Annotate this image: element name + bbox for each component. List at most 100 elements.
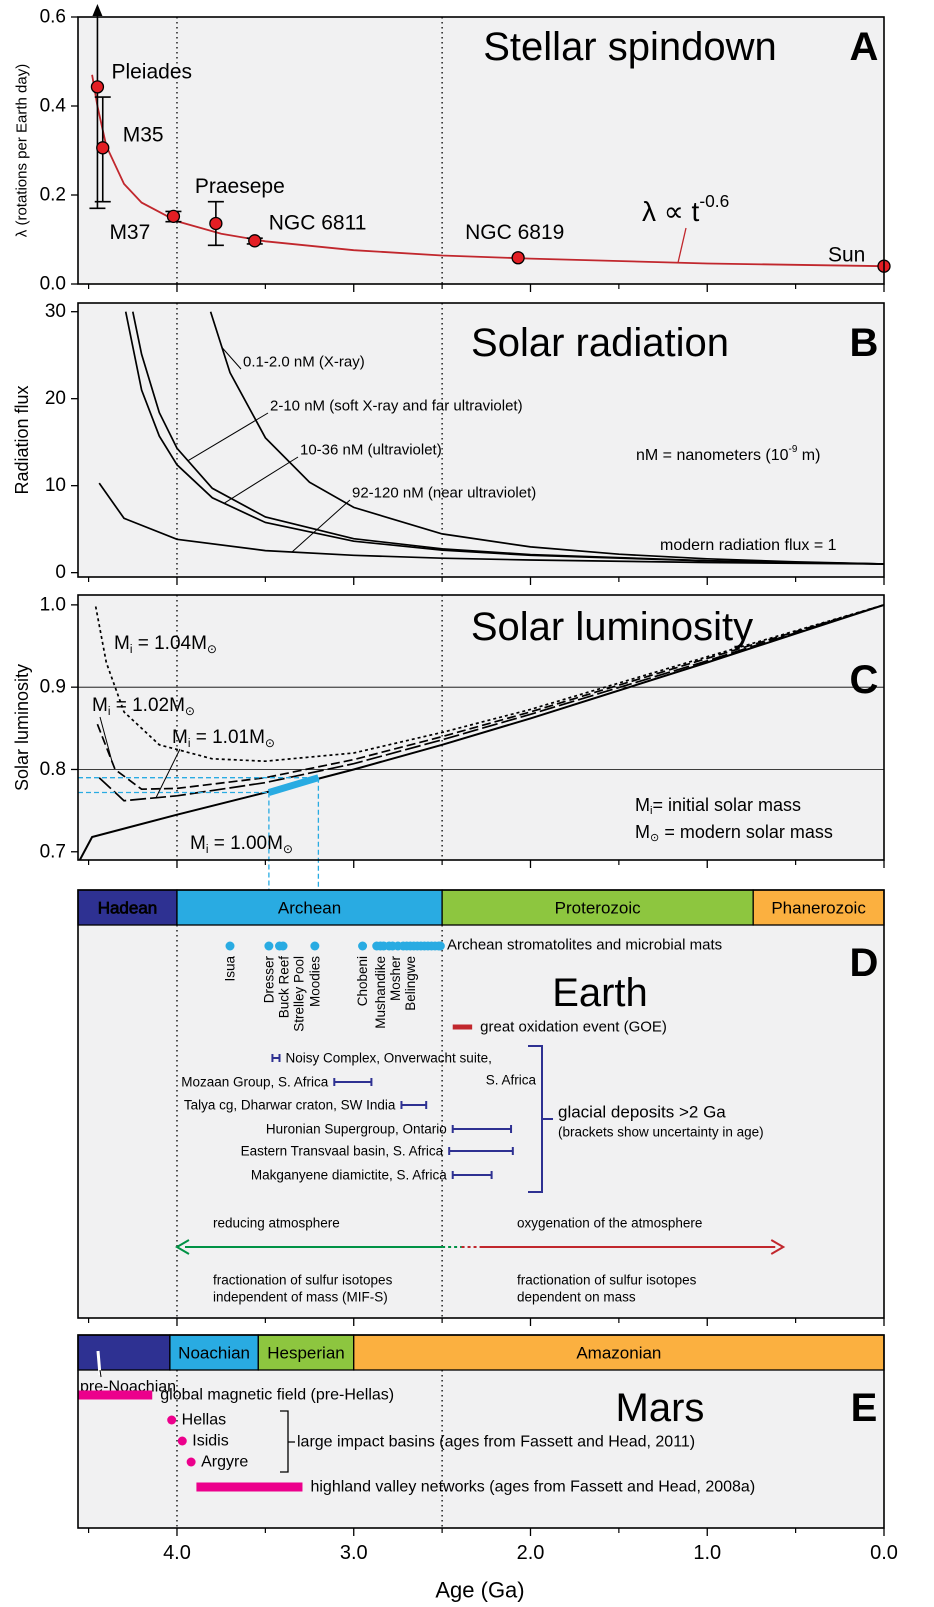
y-axis-label: Radiation flux — [12, 385, 32, 494]
label-part: = modern solar mass — [659, 822, 833, 842]
stromatolite-dot — [264, 941, 274, 951]
panel-title: Mars — [616, 1386, 705, 1430]
y-tick-label: 20 — [45, 388, 66, 409]
label-part: M — [190, 833, 206, 854]
stromatolite-dot — [310, 941, 320, 951]
event-label: highland valley networks (ages from Fass… — [310, 1479, 755, 1496]
y-axis-label: Solar luminosity — [12, 664, 32, 791]
label-part: modern radiation flux = 1 — [660, 537, 837, 554]
label-part: M — [635, 822, 650, 842]
deposit-label: Noisy Complex, Onverwacht suite, — [286, 1051, 492, 1066]
label-leader — [221, 347, 242, 370]
label-part: ⊙ — [265, 737, 275, 750]
label-part: λ ∝ t — [642, 196, 700, 227]
data-point — [166, 209, 181, 224]
label-part: i — [130, 643, 133, 656]
label-leader — [291, 499, 351, 553]
panel-frame — [77, 302, 885, 578]
label-part: M — [114, 633, 130, 654]
site-label: Belingwe — [403, 956, 418, 1011]
label-part: ⊙ — [650, 832, 659, 844]
panel-letter: A — [850, 25, 879, 69]
x-axis-label: Age (Ga) — [435, 1578, 524, 1603]
label-part: = 1.02M — [110, 695, 184, 716]
panel-background — [78, 17, 884, 284]
series-label: 10-36 nM (ultraviolet) — [300, 442, 442, 459]
event-label: great oxidation event (GOE) — [480, 1019, 667, 1036]
basins-label: large impact basins (ages from Fassett a… — [297, 1434, 695, 1451]
stromatolite-dot — [358, 941, 368, 951]
deposit-label: Huronian Supergroup, Ontario — [266, 1122, 447, 1137]
label-part: nM = nanometers (10 — [636, 447, 789, 464]
data-point — [209, 216, 223, 231]
deposit-label: S. Africa — [486, 1073, 537, 1088]
eon-label: Hesperian — [267, 1344, 345, 1363]
site-label: Isua — [223, 956, 238, 982]
stromatolite-dot — [375, 941, 385, 951]
label-part: M — [172, 727, 188, 748]
label-part: M — [635, 795, 650, 815]
bracket — [280, 1410, 295, 1473]
eon-bar — [257, 1334, 355, 1371]
stromatolite-dot — [384, 941, 394, 951]
eon-label: Noachian — [178, 1344, 250, 1363]
atmosphere-note: independent of mass (MIF-S) — [213, 1290, 388, 1305]
point-label: Sun — [828, 244, 865, 267]
site-label: Chobeni — [355, 956, 370, 1006]
y-axis-label: λ (rotations per Earth day) — [14, 64, 31, 237]
basin-dot — [167, 1415, 177, 1425]
series-label: 2-10 nM (soft X-ray and far ultraviolet) — [270, 398, 523, 415]
atmosphere-note: dependent on mass — [517, 1290, 636, 1305]
eon-label: Hadean — [98, 899, 158, 918]
x-tick-label: 3.0 — [340, 1542, 368, 1564]
data-point — [90, 80, 105, 94]
plot-area — [176, 1370, 443, 1528]
deposit-label: Mozaan Group, S. Africa — [181, 1075, 329, 1090]
panel-background — [78, 595, 884, 860]
panel-title: Stellar spindown — [483, 25, 777, 69]
point-label: Pleiades — [111, 60, 192, 83]
label-part: ⊙ — [283, 843, 293, 856]
label-part: = initial solar mass — [652, 795, 801, 815]
series-line — [98, 604, 884, 802]
y-tick-label: 0 — [55, 562, 66, 583]
label-part: = 1.01M — [190, 727, 264, 748]
highlight-segment — [267, 774, 320, 796]
deposits-note: (brackets show uncertainty in age) — [558, 1125, 764, 1140]
y-tick-label: 0.6 — [40, 7, 66, 28]
series-line — [78, 603, 884, 860]
label-part: m) — [797, 447, 820, 464]
y-tick-label: 0.4 — [40, 96, 67, 117]
data-point — [248, 234, 262, 248]
y-tick-label: 0.7 — [40, 841, 66, 862]
site-label: Moodies — [307, 956, 322, 1007]
arrow-head — [174, 1239, 190, 1255]
stromatolite-dot — [393, 941, 403, 951]
panel-letter: E — [851, 1386, 878, 1430]
plot-area — [98, 303, 884, 577]
panel-frame — [77, 16, 885, 285]
label-leader — [99, 716, 113, 762]
y-tick-label: 0.2 — [40, 185, 66, 206]
basin-dot — [177, 1436, 187, 1446]
stromatolite-dot — [278, 941, 288, 951]
site-label: Mushandike — [373, 956, 388, 1029]
panel-background — [78, 303, 884, 577]
atmosphere-label: oxygenation of the atmosphere — [517, 1216, 702, 1231]
label-part: i — [650, 805, 652, 817]
x-tick-label: 0.0 — [870, 1542, 898, 1564]
stromatolite-dot — [435, 941, 445, 951]
eon-bar — [441, 889, 754, 926]
series-label: Mi = 1.00M⊙ — [190, 833, 293, 857]
fit-leader — [677, 227, 687, 263]
site-label: Dresser — [261, 956, 276, 1004]
note: nM = nanometers (10-9 m) — [636, 444, 820, 464]
eon-bar — [169, 1334, 259, 1371]
series-label: Mi = 1.04M⊙ — [114, 633, 217, 657]
panel-frame — [77, 1334, 885, 1529]
panel-title: Solar radiation — [471, 321, 729, 365]
label-part: -0.6 — [699, 191, 729, 211]
atmosphere-note: fractionation of sulfur isotopes — [517, 1273, 697, 1288]
deposit-label: Makganyene diamictite, S. Africa — [251, 1168, 447, 1183]
